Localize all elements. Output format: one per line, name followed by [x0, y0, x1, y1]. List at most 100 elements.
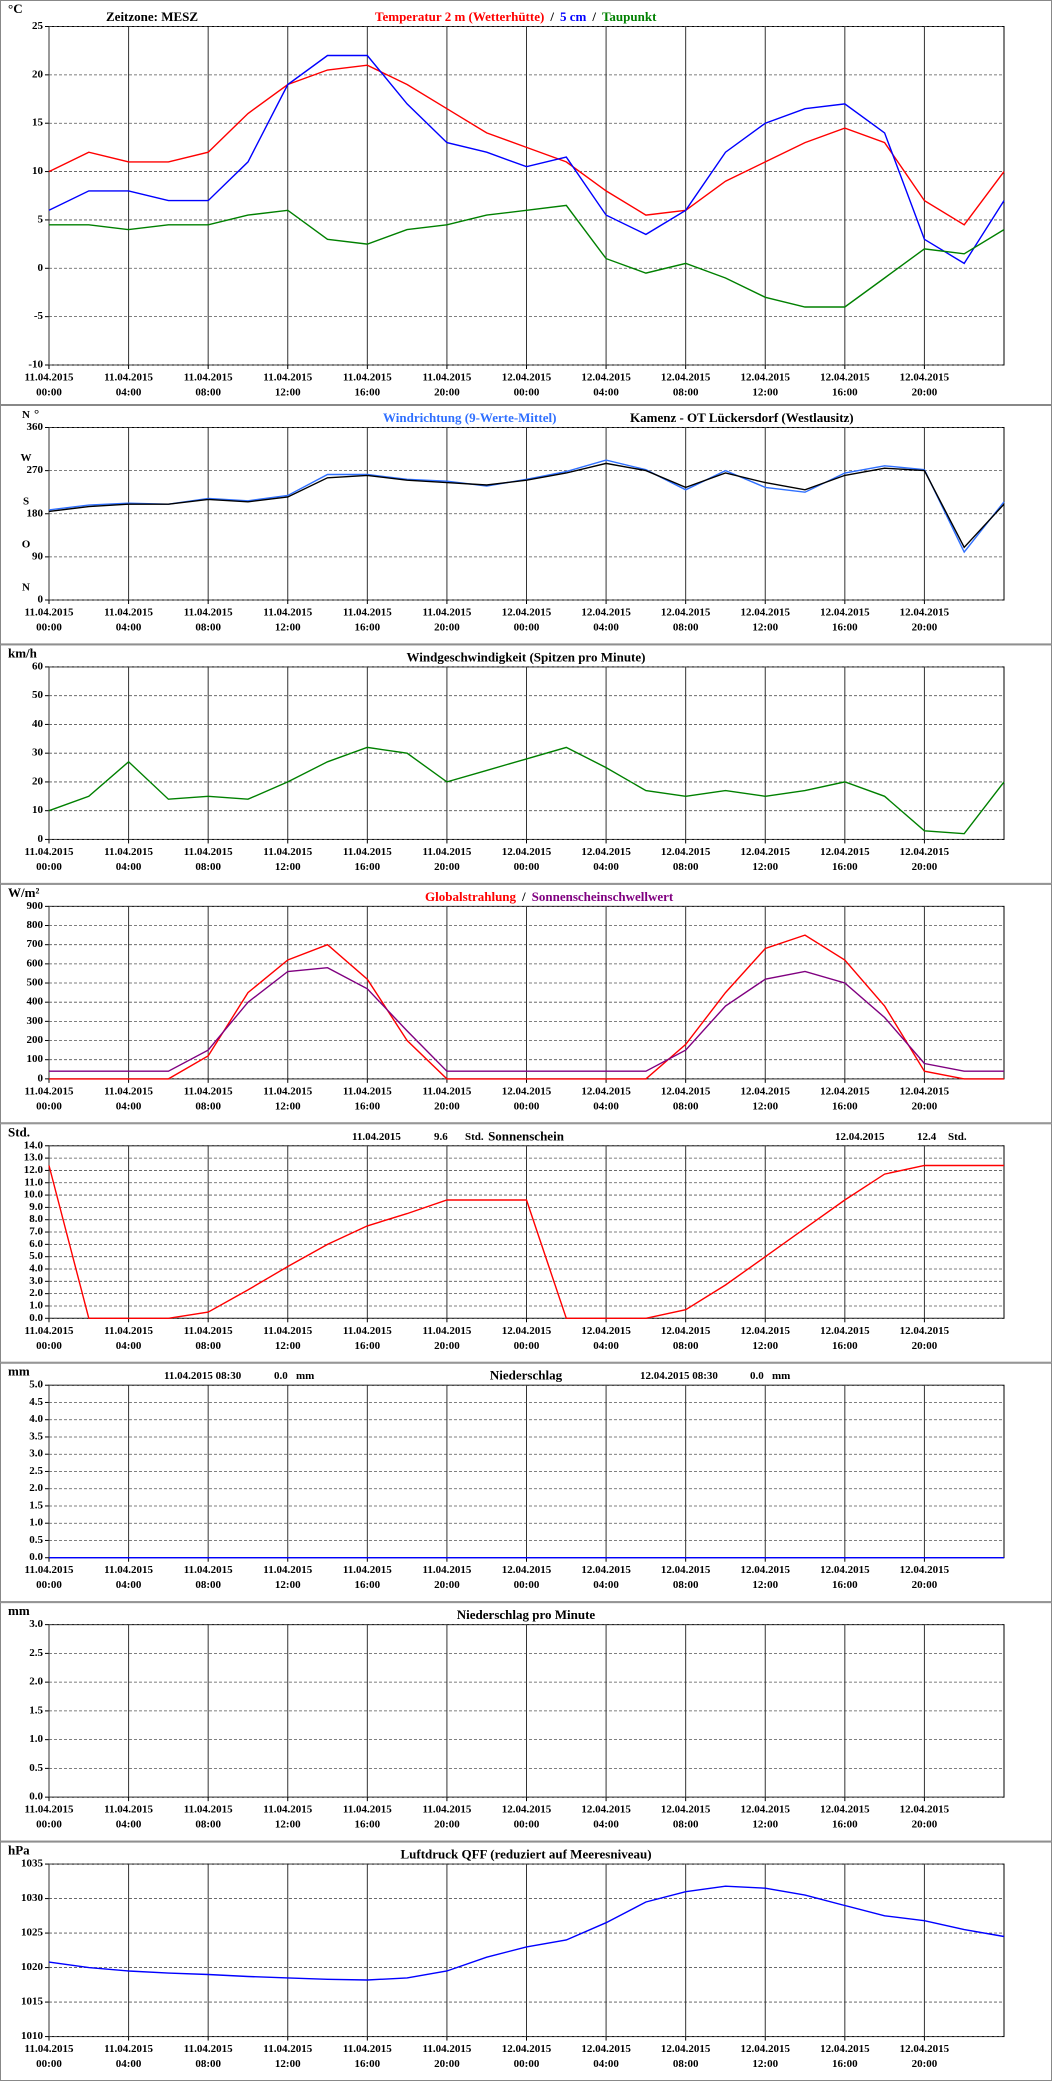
note-date: 11.04.2015 08:30: [164, 1370, 242, 1382]
y-tick-label: 1020: [21, 1961, 44, 1973]
x-tick-label: 04:00: [116, 1819, 142, 1831]
x-tick-date: 12.04.2015: [661, 1085, 711, 1097]
y-tick-label: 90: [32, 550, 44, 562]
legend-entry: Globalstrahlung: [425, 889, 517, 904]
direction-label: N: [22, 582, 30, 594]
x-tick-label: 12:00: [275, 387, 301, 399]
x-tick-date: 11.04.2015: [422, 1085, 471, 1097]
x-tick-date: 11.04.2015: [184, 1085, 233, 1097]
y-tick-label: 30: [32, 747, 44, 759]
x-tick-date: 12.04.2015: [900, 1085, 950, 1097]
x-tick-label: 20:00: [434, 1100, 460, 1112]
x-tick-label: 16:00: [354, 387, 380, 399]
x-tick-date: 12.04.2015: [741, 372, 791, 384]
x-tick-date: 12.04.2015: [581, 372, 631, 384]
y-tick-label: 0.0: [29, 1551, 43, 1563]
y-unit: km/h: [8, 645, 38, 660]
x-tick-date: 11.04.2015: [184, 1325, 233, 1337]
x-tick-label: 00:00: [36, 1340, 62, 1352]
x-tick-label: 04:00: [593, 1340, 619, 1352]
x-tick-label: 20:00: [912, 1100, 938, 1112]
x-tick-label: 20:00: [912, 387, 938, 399]
series-line: [48, 462, 1005, 549]
x-tick-date: 11.04.2015: [343, 1085, 392, 1097]
x-tick-label: 04:00: [116, 1579, 142, 1591]
y-unit: mm: [8, 1603, 30, 1618]
x-tick-date: 12.04.2015: [581, 1325, 631, 1337]
legend-entry: Windrichtung (9-Werte-Mittel): [383, 410, 556, 425]
x-tick-date: 11.04.2015: [263, 372, 312, 384]
y-tick-label: 2.5: [29, 1465, 43, 1477]
note-value: 0.0: [274, 1370, 288, 1382]
y-tick-label: 20: [32, 775, 44, 787]
x-tick-date: 11.04.2015: [184, 846, 233, 858]
x-tick-label: 12:00: [752, 2058, 778, 2070]
legend: Globalstrahlung / Sonnenscheinschwellwert: [425, 889, 674, 904]
y-tick-label: 0: [38, 594, 44, 606]
y-tick-label: 0.0: [29, 1791, 43, 1803]
x-tick-date: 12.04.2015: [741, 1325, 791, 1337]
x-tick-label: 04:00: [593, 1819, 619, 1831]
x-tick-label: 12:00: [752, 861, 778, 873]
x-tick-date: 12.04.2015: [502, 1804, 552, 1816]
legend-entry: Taupunkt: [602, 9, 657, 24]
x-tick-label: 04:00: [116, 1100, 142, 1112]
y-tick-label: 10: [32, 165, 44, 177]
y-tick-label: 500: [27, 977, 44, 989]
x-tick-date: 11.04.2015: [343, 1325, 392, 1337]
x-tick-date: 11.04.2015: [343, 607, 392, 619]
x-tick-date: 12.04.2015: [741, 2043, 791, 2055]
x-tick-date: 12.04.2015: [581, 607, 631, 619]
note-unit: Std.: [465, 1131, 484, 1143]
x-tick-date: 12.04.2015: [581, 1804, 631, 1816]
x-tick-label: 00:00: [36, 1819, 62, 1831]
x-tick-date: 12.04.2015: [661, 1804, 711, 1816]
x-tick-label: 20:00: [434, 1579, 460, 1591]
x-tick-date: 11.04.2015: [343, 1804, 392, 1816]
x-tick-label: 00:00: [514, 2058, 540, 2070]
note-value: 9.6: [434, 1131, 448, 1143]
chart-title: Windgeschwindigkeit (Spitzen pro Minute): [407, 649, 646, 664]
y-tick-label: 1010: [21, 2030, 44, 2042]
x-tick-label: 08:00: [673, 861, 699, 873]
x-tick-date: 12.04.2015: [741, 607, 791, 619]
x-tick-date: 11.04.2015: [104, 1564, 153, 1576]
x-tick-date: 12.04.2015: [900, 372, 950, 384]
note-date: 11.04.2015: [352, 1131, 401, 1143]
y-tick-label: 300: [27, 1015, 44, 1027]
x-tick-date: 12.04.2015: [581, 846, 631, 858]
x-tick-date: 11.04.2015: [25, 2043, 74, 2055]
x-tick-label: 04:00: [593, 387, 619, 399]
x-tick-label: 16:00: [832, 1819, 858, 1831]
y-unit: mm: [8, 1364, 30, 1379]
x-tick-label: 00:00: [514, 387, 540, 399]
x-tick-label: 20:00: [434, 387, 460, 399]
x-tick-label: 20:00: [912, 1340, 938, 1352]
y-tick-label: 2.0: [29, 1482, 43, 1494]
x-tick-label: 08:00: [673, 1100, 699, 1112]
x-tick-label: 08:00: [195, 1579, 221, 1591]
x-tick-label: 20:00: [434, 861, 460, 873]
series-line: [48, 459, 1005, 554]
x-tick-label: 12:00: [752, 622, 778, 634]
x-tick-date: 11.04.2015: [104, 607, 153, 619]
y-tick-label: 1025: [21, 1927, 44, 1939]
y-tick-label: 0: [38, 1072, 44, 1084]
y-tick-label: 15: [32, 117, 44, 129]
x-tick-label: 16:00: [832, 1340, 858, 1352]
x-tick-date: 11.04.2015: [25, 372, 74, 384]
x-tick-date: 12.04.2015: [581, 1564, 631, 1576]
x-tick-label: 08:00: [195, 1340, 221, 1352]
x-tick-label: 04:00: [593, 2058, 619, 2070]
x-tick-date: 11.04.2015: [263, 607, 312, 619]
y-tick-label: 0: [38, 833, 44, 845]
x-tick-label: 00:00: [36, 622, 62, 634]
legend-entry: Temperatur 2 m (Wetterhütte): [375, 9, 544, 24]
x-tick-date: 11.04.2015: [184, 1804, 233, 1816]
x-tick-label: 12:00: [752, 1100, 778, 1112]
x-tick-date: 12.04.2015: [502, 1325, 552, 1337]
x-tick-date: 11.04.2015: [422, 607, 471, 619]
x-tick-label: 12:00: [275, 1579, 301, 1591]
x-tick-label: 16:00: [832, 2058, 858, 2070]
